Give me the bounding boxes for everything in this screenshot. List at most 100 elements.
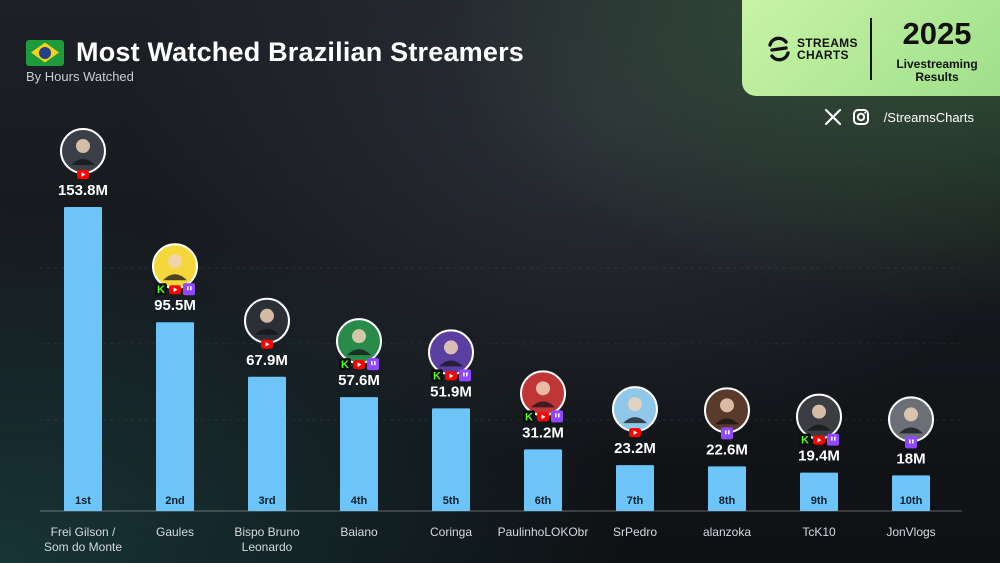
rank-label: 4th: [351, 495, 368, 507]
twitch-icon: [459, 369, 471, 382]
avatar-face: [628, 397, 642, 412]
youtube-icon: [261, 339, 273, 349]
category-label-line: Som do Monte: [44, 540, 122, 554]
rank-label: 6th: [535, 495, 552, 507]
youtube-icon-play: [633, 430, 638, 435]
category-label-line: PaulinhoLOKObr: [498, 525, 589, 539]
kick-icon-glyph: K: [341, 359, 349, 371]
twitch-icon-bar: [466, 372, 468, 377]
twitch-icon-bg: [367, 358, 379, 371]
value-label: 67.9M: [246, 352, 288, 369]
streams-charts-logo: STREAMS CHARTS: [766, 36, 858, 62]
kick-icon-glyph: K: [433, 370, 441, 382]
youtube-icon-play: [265, 341, 270, 347]
results-line-2: Results: [915, 70, 959, 84]
twitch-icon-bar: [187, 286, 189, 291]
value-label: 57.6M: [338, 372, 380, 389]
avatar-face: [536, 381, 550, 396]
x-logo-icon[interactable]: [824, 108, 842, 126]
youtube-icon: [445, 371, 457, 381]
value-label: 23.2M: [614, 440, 656, 457]
kick-icon: K: [155, 283, 167, 296]
youtube-icon: [629, 428, 641, 438]
rank-label: 3rd: [258, 495, 275, 507]
category-label-line: TcK10: [802, 525, 836, 539]
chart-title: Most Watched Brazilian Streamers: [76, 37, 525, 67]
category-label-line: Gaules: [156, 525, 194, 539]
youtube-icon-play: [357, 362, 362, 367]
youtube-icon-play: [449, 373, 454, 379]
bar: [340, 397, 378, 511]
value-label: 22.6M: [706, 441, 748, 458]
results-line-1: Livestreaming: [896, 57, 978, 71]
category-label-line: Leonardo: [242, 540, 293, 554]
bar: [64, 207, 102, 511]
twitch-icon-bg: [183, 283, 195, 296]
twitch-icon-bg: [459, 369, 471, 382]
value-label: 18M: [896, 450, 925, 467]
bar: [616, 465, 654, 511]
avatar-shoulders: [531, 401, 555, 408]
twitch-icon: [551, 410, 563, 423]
twitch-icon-bar: [371, 361, 373, 366]
category-label-line: Coringa: [430, 525, 472, 539]
brand-divider: [870, 18, 872, 80]
category-label: SrPedro: [613, 525, 657, 539]
category-label: Coringa: [430, 525, 472, 539]
kick-icon-bg: [799, 433, 811, 446]
youtube-icon: [537, 412, 549, 422]
rank-label: 9th: [811, 495, 828, 507]
category-label: Baiano: [340, 525, 378, 539]
youtube-icon-play: [817, 437, 822, 443]
category-label-line: alanzoka: [703, 525, 751, 539]
twitch-icon-bar: [463, 372, 465, 377]
category-label-line: Frei Gilson /: [51, 525, 116, 539]
brazil-flag-icon: [26, 39, 64, 66]
avatar-shoulders: [807, 424, 831, 431]
category-label: Frei Gilson / Som do Monte: [44, 525, 122, 554]
rank-label: 10th: [900, 495, 923, 507]
rank-label: 1st: [75, 495, 91, 507]
youtube-icon: [77, 170, 89, 179]
bar: [524, 449, 562, 511]
rank-label: 5th: [443, 495, 460, 507]
twitch-icon-bar: [728, 430, 730, 435]
social-links: /StreamsCharts: [814, 108, 974, 126]
logo-line-1: STREAMS: [797, 36, 858, 50]
kick-icon-bg: [523, 410, 535, 423]
kick-icon: K: [799, 433, 811, 447]
kick-icon-glyph: K: [157, 284, 165, 296]
kick-icon: K: [523, 410, 535, 423]
youtube-icon-play: [81, 172, 86, 177]
youtube-icon: [169, 285, 181, 295]
avatar-face: [168, 254, 182, 269]
category-label-line: JonVlogs: [886, 525, 935, 539]
twitch-icon-bar: [831, 436, 833, 441]
bar: [248, 376, 286, 511]
rank-label: 7th: [627, 495, 644, 507]
avatar-shoulders: [255, 328, 279, 335]
twitch-icon-bg: [827, 433, 839, 446]
twitch-icon-bg: [905, 436, 917, 449]
results-label: Livestreaming Results: [882, 58, 992, 84]
social-handle[interactable]: /StreamsCharts: [883, 109, 974, 125]
instagram-icon[interactable]: [852, 108, 870, 126]
bar: [708, 466, 746, 511]
kick-icon-bg: [155, 283, 167, 296]
category-label: PaulinhoLOKObr: [498, 525, 589, 539]
twitch-icon-bar: [909, 439, 911, 444]
twitch-icon: [905, 436, 917, 449]
avatar-shoulders: [71, 159, 95, 165]
avatar-shoulders: [163, 274, 187, 281]
youtube-icon: [813, 435, 825, 445]
avatar-face: [720, 398, 734, 413]
value-label: 95.5M: [154, 297, 196, 314]
category-label-line: SrPedro: [613, 525, 657, 539]
twitch-icon-bar: [912, 439, 914, 444]
brand-panel: STREAMS CHARTS 2025 Livestreaming Result…: [742, 0, 1000, 96]
category-label-line: Bispo Bruno: [234, 525, 300, 539]
twitch-icon-bar: [374, 361, 376, 366]
twitch-icon: [183, 283, 195, 296]
value-label: 51.9M: [430, 383, 472, 400]
